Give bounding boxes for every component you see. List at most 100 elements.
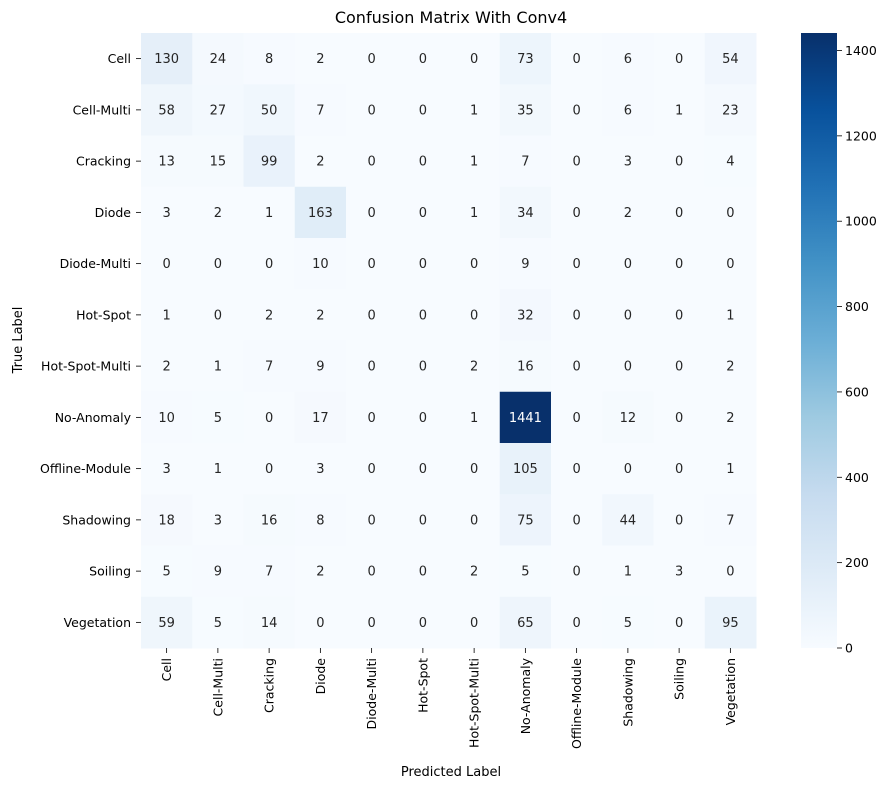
- heatmap-cell: [653, 289, 706, 341]
- heatmap-cell: [294, 84, 347, 136]
- heatmap-cell: [141, 443, 193, 495]
- cell-value-label: 44: [620, 513, 637, 528]
- heatmap-cell: [602, 84, 654, 136]
- heatmap-cell: [499, 33, 552, 85]
- heatmap-cell: [551, 33, 603, 85]
- cell-value-label: 1441: [509, 411, 542, 426]
- x-tick-label: Cell-Multi: [210, 658, 225, 716]
- cell-value-label: 65: [517, 616, 534, 631]
- cell-value-label: 0: [265, 462, 273, 477]
- cell-value-label: 0: [470, 52, 478, 67]
- x-tick-label: Cell: [159, 658, 174, 681]
- cell-value-label: 6: [624, 103, 632, 118]
- cell-value-label: 32: [517, 308, 534, 323]
- cell-value-label: 2: [316, 52, 324, 67]
- heatmap-cell: [141, 340, 193, 393]
- cell-value-label: 0: [624, 257, 632, 272]
- heatmap-cell: [141, 289, 193, 341]
- heatmap-cell: [397, 443, 449, 495]
- cell-value-label: 2: [162, 360, 170, 375]
- heatmap-cell: [653, 84, 706, 136]
- heatmap-cell: [346, 289, 398, 341]
- heatmap-cell: [602, 186, 654, 239]
- heatmap-cell: [243, 545, 296, 598]
- heatmap-cell: [653, 494, 706, 546]
- cell-value-label: 0: [419, 155, 427, 170]
- cell-value-label: 16: [261, 513, 278, 528]
- cell-value-label: 0: [726, 565, 734, 580]
- cell-value-label: 0: [572, 513, 580, 528]
- cell-value-label: 0: [572, 257, 580, 272]
- cell-value-label: 0: [675, 155, 683, 170]
- cell-value-label: 0: [470, 616, 478, 631]
- y-tick-label: Cracking: [76, 154, 131, 169]
- cell-value-label: 1: [470, 206, 478, 221]
- cell-value-label: 105: [513, 462, 538, 477]
- cell-value-label: 12: [620, 411, 637, 426]
- cell-value-label: 54: [722, 52, 739, 67]
- heatmap-cell: [551, 84, 603, 136]
- cell-value-label: 0: [675, 360, 683, 375]
- heatmap-cell: [448, 33, 501, 85]
- heatmap-cell: [499, 391, 552, 444]
- cell-value-label: 7: [726, 513, 734, 528]
- heatmap-cell: [499, 84, 552, 136]
- heatmap-cell: [294, 545, 347, 598]
- y-tick-label: Hot-Spot: [76, 307, 131, 322]
- cell-value-label: 1: [624, 565, 632, 580]
- x-tick-label: Hot-Spot: [415, 658, 430, 713]
- heatmap-cell: [346, 545, 398, 598]
- heatmap-cell: [141, 596, 193, 649]
- cell-value-label: 0: [470, 257, 478, 272]
- cell-value-label: 0: [214, 257, 222, 272]
- heatmap-cell: [141, 391, 193, 444]
- heatmap-cell: [602, 545, 654, 598]
- y-tick-label: Diode: [95, 205, 132, 220]
- heatmap-cell: [448, 289, 501, 341]
- cell-value-label: 0: [675, 513, 683, 528]
- y-axis-label: True Label: [11, 307, 26, 375]
- cell-value-label: 2: [624, 206, 632, 221]
- heatmap-cell: [602, 494, 654, 546]
- cell-value-label: 0: [367, 411, 375, 426]
- heatmap-cell: [243, 33, 296, 85]
- heatmap-cell: [551, 186, 603, 239]
- heatmap-cell: [346, 596, 398, 649]
- heatmap-cell: [704, 391, 757, 444]
- heatmap-cell: [294, 443, 347, 495]
- heatmap-cell: [653, 443, 706, 495]
- cell-value-label: 1: [470, 103, 478, 118]
- heatmap-cell: [499, 545, 552, 598]
- heatmap-cell: [704, 84, 757, 136]
- cell-value-label: 0: [675, 616, 683, 631]
- cell-value-label: 0: [572, 616, 580, 631]
- heatmap-cell: [397, 84, 449, 136]
- heatmap-cell: [243, 186, 296, 239]
- cell-value-label: 0: [470, 308, 478, 323]
- cell-value-label: 7: [265, 360, 273, 375]
- x-tick-label: Diode-Multi: [364, 658, 379, 729]
- heatmap-cell: [397, 596, 449, 649]
- cell-value-label: 14: [261, 616, 278, 631]
- colorbar: [801, 33, 837, 648]
- y-tick-label: Cell-Multi: [73, 102, 131, 117]
- heatmap-cell: [448, 238, 501, 290]
- cell-value-label: 0: [419, 206, 427, 221]
- heatmap-cell: [704, 545, 757, 598]
- cell-value-label: 0: [367, 103, 375, 118]
- colorbar-tick-label: 600: [845, 384, 869, 399]
- heatmap-cell: [141, 545, 193, 598]
- heatmap-cell: [192, 84, 244, 136]
- heatmap-cell: [704, 238, 757, 290]
- heatmap-cell: [551, 391, 603, 444]
- colorbar-tick-label: 1200: [845, 128, 877, 143]
- heatmap-cell: [499, 340, 552, 393]
- y-tick-label: Vegetation: [64, 615, 131, 630]
- heatmap-cell: [294, 494, 347, 546]
- heatmap-cell: [397, 391, 449, 444]
- cell-value-label: 23: [722, 103, 739, 118]
- heatmap-cell: [499, 596, 552, 649]
- heatmap-cell: [192, 135, 244, 188]
- colorbar-tick-label: 400: [845, 470, 869, 485]
